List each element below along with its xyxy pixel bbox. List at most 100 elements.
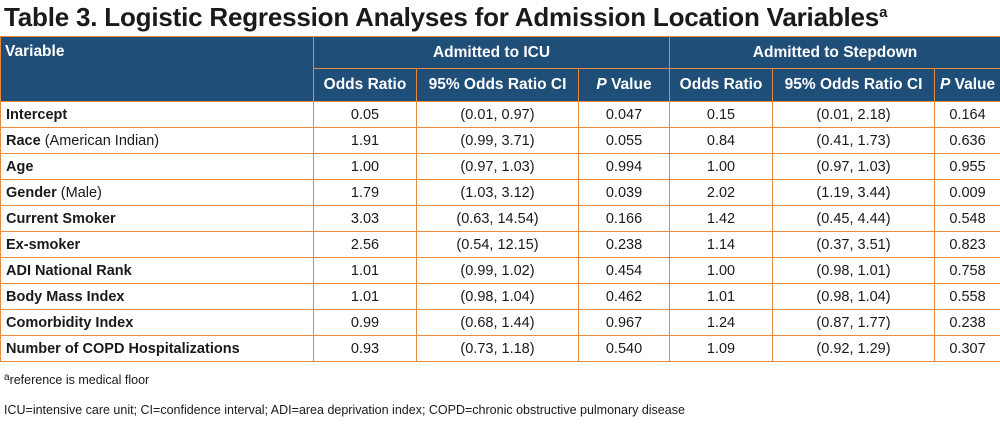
icu-p-value-cell: 0.166 [577, 205, 671, 232]
variable-cell: Comorbidity Index [0, 309, 314, 336]
stepdown-p-value-cell: 0.955 [934, 153, 1000, 180]
icu-p-value-cell: 0.994 [577, 153, 671, 180]
icu-ci-cell: (0.68, 1.44) [416, 309, 579, 336]
table-body: Intercept 0.05 (0.01, 0.97) 0.047 0.15 (0.01,… [0, 101, 1000, 362]
stepdown-p-value-cell: 0.558 [934, 283, 1000, 310]
icu-p-value-cell: 0.047 [577, 101, 671, 128]
variable-name: Intercept [6, 106, 68, 123]
header-icu-p-value: P Value [577, 68, 671, 102]
variable-qualifier: (Male) [56, 184, 102, 201]
icu-ci-cell: (0.73, 1.18) [416, 335, 579, 362]
table-row: Age 1.00 (0.97, 1.03) 0.994 1.00 (0.97, 1.03)… [0, 153, 1000, 180]
table-row: Race (American Indian) 1.91 (0.99, 3.71) 0.… [0, 127, 1000, 154]
icu-ci-cell: (0.54, 12.15) [416, 231, 579, 258]
variable-name: ADI National Rank [6, 262, 132, 279]
header-row-columns: Odds Ratio 95% Odds Ratio CI P Value Odd… [1, 68, 1000, 102]
icu-ci-cell: (0.98, 1.04) [416, 283, 579, 310]
p-letter: P [939, 76, 951, 93]
stepdown-odds-ratio-cell: 1.24 [669, 309, 774, 336]
icu-p-value-cell: 0.055 [577, 127, 671, 154]
variable-cell: Age [0, 153, 314, 180]
title-footnote-marker: a [879, 4, 888, 21]
table-row: Gender (Male) 1.79 (1.03, 3.12) 0.039 2.02 (1… [0, 179, 1000, 206]
stepdown-p-value-cell: 0.823 [934, 231, 1000, 258]
footnote-marker: a [4, 372, 10, 383]
table-row: Intercept 0.05 (0.01, 0.97) 0.047 0.15 (0.01,… [0, 101, 1000, 128]
icu-odds-ratio-cell: 1.01 [313, 257, 417, 284]
icu-ci-cell: (1.03, 3.12) [416, 179, 579, 206]
footnote-abbreviations: ICU=intensive care unit; CI=confidence i… [4, 403, 685, 417]
header-group-icu: Admitted to ICU [312, 36, 671, 69]
variable-cell: Body Mass Index [0, 283, 314, 310]
stepdown-ci-cell: (0.98, 1.04) [772, 283, 936, 310]
table-row: Current Smoker 3.03 (0.63, 14.54) 0.166 1.42… [0, 205, 1000, 232]
stepdown-p-value-cell: 0.164 [934, 101, 1000, 128]
stepdown-odds-ratio-cell: 1.01 [669, 283, 774, 310]
header-variable: Variable [0, 36, 314, 102]
variable-cell: Gender (Male) [0, 179, 314, 206]
stepdown-p-value-cell: 0.307 [934, 335, 1000, 362]
stepdown-odds-ratio-cell: 0.15 [669, 101, 774, 128]
header-group-stepdown: Admitted to Stepdown [669, 36, 1000, 69]
stepdown-ci-cell: (0.41, 1.73) [772, 127, 936, 154]
variable-cell: Current Smoker [0, 205, 314, 232]
icu-odds-ratio-cell: 1.79 [313, 179, 417, 206]
p-value-word: Value [950, 76, 996, 93]
stepdown-odds-ratio-cell: 0.84 [669, 127, 774, 154]
stepdown-p-value-cell: 0.009 [934, 179, 1000, 206]
table-title: Table 3. Logistic Regression Analyses fo… [4, 2, 887, 33]
table-title-text: Table 3. Logistic Regression Analyses fo… [4, 2, 880, 32]
table-row: Number of COPD Hospitalizations 0.93 (0.73… [0, 335, 1000, 362]
icu-p-value-cell: 0.967 [577, 309, 671, 336]
table-row: Ex-smoker 2.56 (0.54, 12.15) 0.238 1.14 (0.37… [0, 231, 1000, 258]
stepdown-odds-ratio-cell: 1.00 [669, 153, 774, 180]
header-stepdown-ci: 95% Odds Ratio CI [772, 68, 936, 102]
variable-name: Ex-smoker [6, 236, 81, 253]
icu-ci-cell: (0.99, 1.02) [416, 257, 579, 284]
variable-name: Current Smoker [6, 210, 116, 227]
p-value-word: Value [606, 76, 652, 93]
stepdown-p-value-cell: 0.636 [934, 127, 1000, 154]
header-row-groups: Variable Admitted to ICU Admitted to Ste… [0, 36, 1000, 102]
regression-table: Variable Admitted to ICU Admitted to Ste… [0, 36, 1000, 362]
icu-odds-ratio-cell: 1.01 [313, 283, 417, 310]
stepdown-odds-ratio-cell: 1.42 [669, 205, 774, 232]
stepdown-ci-cell: (0.92, 1.29) [772, 335, 936, 362]
stepdown-odds-ratio-cell: 1.00 [669, 257, 774, 284]
variable-name: Age [6, 158, 34, 175]
icu-odds-ratio-cell: 0.93 [313, 335, 417, 362]
icu-p-value-cell: 0.454 [577, 257, 671, 284]
icu-ci-cell: (0.63, 14.54) [416, 205, 579, 232]
variable-cell: Ex-smoker [0, 231, 314, 258]
footnote-reference-text: reference is medical floor [9, 373, 150, 387]
stepdown-ci-cell: (0.01, 2.18) [772, 101, 936, 128]
table-row: Body Mass Index 1.01 (0.98, 1.04) 0.462 1.01… [0, 283, 1000, 310]
icu-ci-cell: (0.99, 3.71) [416, 127, 579, 154]
variable-name: Race [6, 132, 41, 149]
stepdown-ci-cell: (0.45, 4.44) [772, 205, 936, 232]
stepdown-p-value-cell: 0.548 [934, 205, 1000, 232]
icu-p-value-cell: 0.462 [577, 283, 671, 310]
stepdown-odds-ratio-cell: 1.09 [669, 335, 774, 362]
stepdown-ci-cell: (0.98, 1.01) [772, 257, 936, 284]
stepdown-ci-cell: (0.37, 3.51) [772, 231, 936, 258]
variable-name: Body Mass Index [6, 288, 125, 305]
icu-odds-ratio-cell: 3.03 [313, 205, 417, 232]
variable-name: Comorbidity Index [6, 314, 134, 331]
icu-odds-ratio-cell: 0.05 [313, 101, 417, 128]
icu-ci-cell: (0.01, 0.97) [416, 101, 579, 128]
variable-cell: Intercept [0, 101, 314, 128]
stepdown-odds-ratio-cell: 2.02 [669, 179, 774, 206]
stepdown-p-value-cell: 0.758 [934, 257, 1000, 284]
icu-odds-ratio-cell: 2.56 [313, 231, 417, 258]
variable-cell: Race (American Indian) [0, 127, 314, 154]
table-row: Comorbidity Index 0.99 (0.68, 1.44) 0.967 1.… [0, 309, 1000, 336]
variable-name: Number of COPD Hospitalizations [6, 340, 240, 357]
stepdown-ci-cell: (1.19, 3.44) [772, 179, 936, 206]
stepdown-odds-ratio-cell: 1.14 [669, 231, 774, 258]
variable-qualifier: (American Indian) [40, 132, 160, 149]
p-letter: P [596, 76, 607, 93]
icu-odds-ratio-cell: 1.00 [313, 153, 417, 180]
header-stepdown-p-value: P Value [934, 68, 1000, 102]
variable-cell: ADI National Rank [0, 257, 314, 284]
